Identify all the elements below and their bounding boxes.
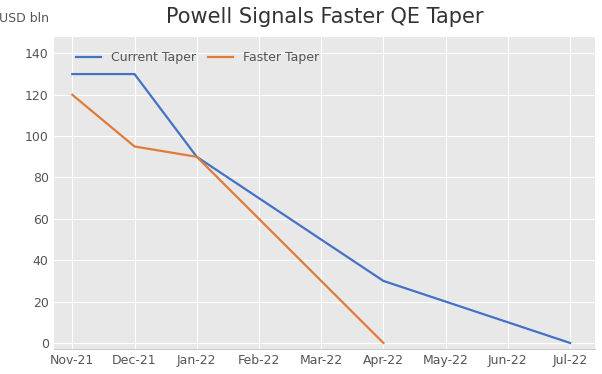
Title: Powell Signals Faster QE Taper: Powell Signals Faster QE Taper xyxy=(166,7,483,27)
Current Taper xyxy=(318,237,325,242)
Current Taper xyxy=(131,72,138,76)
Line: Faster Taper: Faster Taper xyxy=(72,95,383,343)
Current Taper xyxy=(69,72,76,76)
Current Taper xyxy=(442,299,449,304)
Text: USD bln: USD bln xyxy=(0,12,49,25)
Current Taper xyxy=(504,320,512,325)
Current Taper xyxy=(380,279,387,283)
Faster Taper xyxy=(69,92,76,97)
Faster Taper xyxy=(131,144,138,149)
Faster Taper xyxy=(193,154,200,159)
Line: Current Taper: Current Taper xyxy=(72,74,570,343)
Current Taper xyxy=(255,196,262,200)
Current Taper xyxy=(566,341,574,345)
Legend: Current Taper, Faster Taper: Current Taper, Faster Taper xyxy=(70,46,324,69)
Faster Taper xyxy=(380,341,387,345)
Current Taper xyxy=(193,154,200,159)
